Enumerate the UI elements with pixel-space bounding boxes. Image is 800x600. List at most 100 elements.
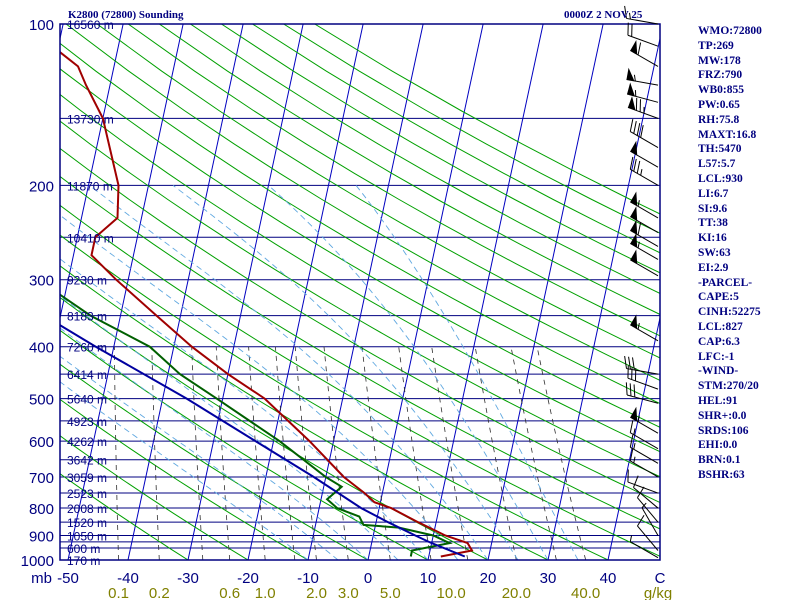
dry-adiabat — [60, 329, 429, 560]
wind-barb — [624, 5, 659, 25]
wind-barb — [630, 233, 659, 260]
dewpoint-trace — [60, 293, 453, 557]
isotherm-line — [367, 24, 484, 560]
barb-flag — [629, 420, 634, 433]
barb-staff — [626, 17, 659, 25]
pressure-tick-label: 600 — [29, 434, 54, 451]
temperature-tick-label: 40 — [600, 570, 617, 587]
barb-pennant — [630, 406, 638, 422]
barb-half-flag — [629, 12, 631, 20]
pressure-tick-label: 100 — [29, 17, 54, 34]
barb-half-flag — [633, 428, 636, 435]
moist-adiabat — [89, 185, 489, 560]
isotherm-line — [487, 24, 604, 560]
temperature-tick-label: -30 — [177, 570, 199, 587]
barb-half-flag — [640, 169, 643, 176]
barb-flag — [633, 121, 637, 134]
temperature-trace — [60, 50, 474, 558]
height-label: 6414 m — [67, 368, 107, 382]
pressure-tick-label: 200 — [29, 178, 54, 195]
index-item: LCL:827 — [698, 320, 743, 333]
barb-staff — [630, 460, 659, 478]
x-axis-unit: C — [655, 570, 666, 587]
dry-adiabat — [127, 24, 660, 337]
barb-flag — [629, 119, 634, 132]
barb-pennant — [630, 249, 638, 264]
wind-barb — [629, 119, 659, 148]
index-item: -PARCEL- — [698, 276, 753, 289]
height-label: 170 m — [67, 554, 100, 568]
moist-adiabat — [60, 381, 309, 560]
mixing-ratio-label: 1.0 — [255, 585, 276, 600]
temperature-tick-label: 10 — [420, 570, 437, 587]
index-item: EHI:0.0 — [698, 439, 738, 452]
barb-half-flag — [633, 442, 636, 450]
pressure-tick-label: 700 — [29, 470, 54, 487]
wind-barb — [637, 514, 659, 551]
barb-flag — [637, 42, 642, 56]
barb-staff — [630, 432, 659, 450]
barb-flag — [637, 486, 645, 498]
temperature-tick-label: 30 — [540, 570, 557, 587]
mixing-ratio-line — [114, 346, 119, 560]
barb-staff — [626, 368, 659, 375]
height-label: 7260 m — [67, 341, 107, 355]
index-item: RH:75.8 — [698, 113, 740, 126]
mixing-ratio-label: 0.1 — [108, 585, 129, 600]
background-lines — [60, 24, 660, 560]
barb-pennant — [630, 40, 638, 55]
isotherm-line — [607, 315, 660, 560]
index-item: STM:270/20 — [698, 380, 759, 393]
indices-panel: WMO:72800 TP:269 MW:178 FRZ:790 WB0:855 PW:0.… — [698, 24, 798, 483]
mixing-ratio-unit: g/kg — [644, 585, 672, 600]
index-item: LFC:-1 — [698, 350, 735, 363]
barb-staff — [637, 525, 659, 551]
temperature-tick-label: 0 — [364, 570, 372, 587]
sounding-traces — [60, 50, 474, 558]
height-label: 2008 m — [67, 502, 107, 516]
mixing-ratio-line — [474, 346, 517, 560]
mixing-ratio-label: 20.0 — [502, 585, 531, 600]
height-label: 4923 m — [67, 415, 107, 429]
barb-staff — [627, 34, 659, 47]
wind-barb — [637, 486, 659, 523]
isotherm-line — [547, 36, 660, 560]
barb-staff — [630, 541, 659, 559]
pressure-tick-label: 500 — [29, 392, 54, 409]
index-item: EI:2.9 — [698, 261, 729, 274]
barb-flag — [637, 222, 642, 236]
dry-adiabat — [60, 473, 189, 560]
dry-adiabat — [221, 24, 660, 274]
barb-flag — [640, 125, 644, 138]
temperature-tick-label: 20 — [480, 570, 497, 587]
wind-barb — [629, 434, 659, 464]
index-item: LCL:930 — [698, 172, 743, 185]
isotherm-line — [67, 24, 184, 560]
height-label: 1520 m — [67, 516, 107, 530]
barb-staff — [637, 497, 659, 523]
height-label: 2523 m — [67, 487, 107, 501]
temperature-tick-label: -50 — [57, 570, 79, 587]
mixing-ratio-line — [510, 346, 557, 560]
barb-half-flag — [637, 200, 640, 207]
wind-barb — [633, 475, 659, 509]
barb-flag — [628, 356, 631, 370]
temperature-tick-label: -40 — [117, 570, 139, 587]
index-item: FRZ:790 — [698, 69, 743, 82]
barb-half-flag — [633, 74, 636, 82]
dry-adiabat — [159, 24, 660, 315]
barb-flag — [629, 434, 634, 448]
wind-barb — [629, 535, 659, 559]
barb-half-flag — [633, 456, 636, 464]
index-item: MAXT:16.8 — [698, 128, 757, 141]
barb-staff — [626, 394, 659, 404]
parcel-trace — [60, 324, 466, 558]
index-item: CAP:6.3 — [698, 335, 740, 348]
barb-flag — [636, 123, 641, 136]
dry-adiabat — [60, 234, 609, 560]
wind-barb — [630, 40, 659, 67]
mixing-ratio-line — [431, 346, 469, 560]
moist-adiabat — [172, 185, 519, 560]
temperature-tick-label: -10 — [297, 570, 319, 587]
wind-barb — [627, 365, 659, 390]
